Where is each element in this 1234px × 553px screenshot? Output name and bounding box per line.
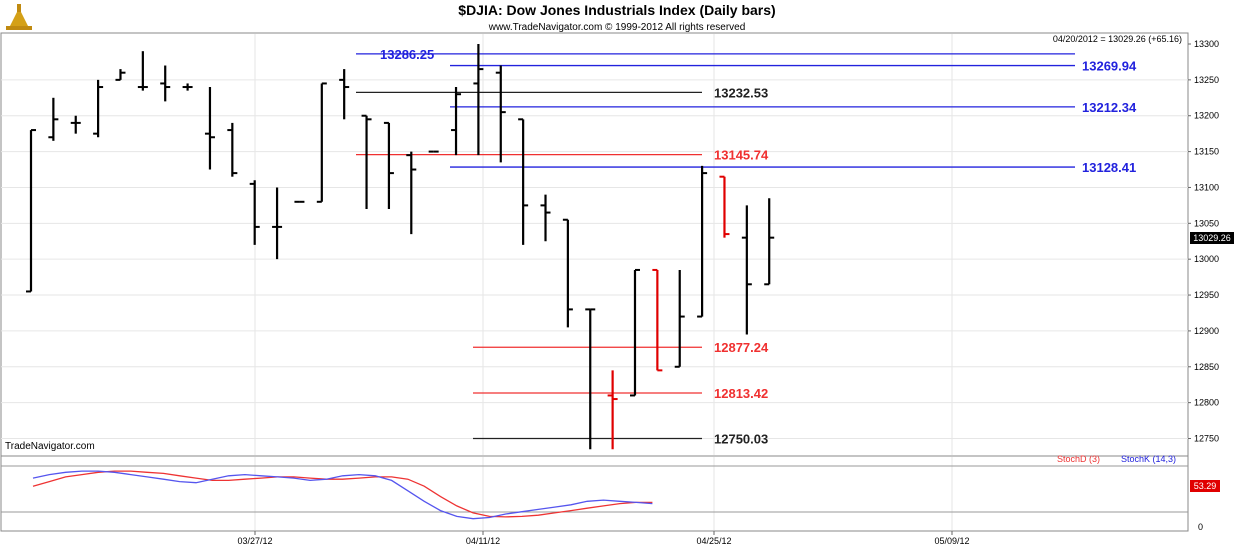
y-tick-label: 13250 bbox=[1194, 75, 1219, 85]
ohlc-bar bbox=[339, 69, 350, 120]
ohlc-bar bbox=[562, 218, 573, 328]
ohlc-bar bbox=[383, 121, 394, 209]
trade-navigator-logo bbox=[6, 4, 32, 30]
ohlc-bar bbox=[249, 180, 260, 245]
level-label-2: 13232.53 bbox=[714, 85, 768, 100]
watermark-text: TradeNavigator.com bbox=[5, 441, 95, 452]
ohlc-bar bbox=[719, 175, 730, 238]
ohlc-bar bbox=[48, 97, 59, 141]
x-tick-label: 03/27/12 bbox=[237, 536, 272, 546]
y-tick-label: 13150 bbox=[1194, 147, 1219, 157]
copyright-text: www.TradeNavigator.com © 1999-2012 All r… bbox=[488, 22, 746, 33]
ohlc-bar bbox=[406, 151, 417, 235]
ohlc-bar bbox=[115, 69, 126, 81]
y-tick-label: 13100 bbox=[1194, 182, 1219, 192]
level-label-6: 12877.24 bbox=[714, 340, 769, 355]
legend-stochk: StochK (14,3) bbox=[1121, 454, 1176, 464]
svg-text:13029.26: 13029.26 bbox=[1193, 233, 1231, 243]
y-tick-label: 13300 bbox=[1194, 39, 1219, 49]
y-tick-label: 13200 bbox=[1194, 111, 1219, 121]
ohlc-bar bbox=[182, 83, 193, 91]
ohlc-bar bbox=[585, 308, 596, 450]
ohlc-bar bbox=[26, 129, 36, 293]
y-tick-label: 12900 bbox=[1194, 326, 1219, 336]
level-label-7: 12813.42 bbox=[714, 386, 768, 401]
ohlc-bar bbox=[204, 87, 215, 170]
ohlc-bar bbox=[361, 114, 372, 209]
legend-stochd: StochD (3) bbox=[1057, 454, 1100, 464]
ohlc-bar bbox=[764, 198, 775, 286]
x-tick-label: 05/09/12 bbox=[934, 536, 969, 546]
svg-text:53.29: 53.29 bbox=[1194, 481, 1217, 491]
level-label-5: 13128.41 bbox=[1082, 160, 1136, 175]
ohlc-bar bbox=[697, 165, 708, 318]
y-tick-label: 12950 bbox=[1194, 290, 1219, 300]
ohlc-bar bbox=[629, 268, 640, 397]
ohlc-bar bbox=[540, 194, 551, 242]
chart-title: $DJIA: Dow Jones Industrials Index (Dail… bbox=[458, 2, 775, 18]
ohlc-bar bbox=[70, 115, 81, 134]
level-label-1: 13269.94 bbox=[1082, 59, 1137, 74]
ohlc-bar bbox=[227, 122, 238, 177]
y-tick-label: 12750 bbox=[1194, 434, 1219, 444]
stoch-y-tick-label: 0 bbox=[1198, 522, 1203, 532]
ohlc-bar bbox=[652, 268, 663, 372]
ohlc-bar bbox=[93, 79, 104, 138]
x-tick-label: 04/25/12 bbox=[696, 536, 731, 546]
stochastic-panel bbox=[0, 455, 1189, 532]
x-axis: 03/27/12 04/11/12 04/25/12 05/09/12 bbox=[237, 531, 970, 546]
last-price-info: 04/20/2012 = 13029.26 (+65.16) bbox=[1053, 34, 1182, 44]
current-price-tag: 13029.26 bbox=[1190, 232, 1234, 244]
x-tick-label: 04/11/12 bbox=[466, 536, 500, 546]
ohlc-bars bbox=[26, 44, 775, 450]
ohlc-bar bbox=[518, 118, 529, 245]
y-tick-label: 12850 bbox=[1194, 362, 1219, 372]
level-label-0: 13286.25 bbox=[380, 47, 434, 62]
ohlc-bar bbox=[607, 370, 618, 450]
level-label-3: 13212.34 bbox=[1082, 100, 1137, 115]
y-tick-label: 13050 bbox=[1194, 218, 1219, 228]
ohlc-bar bbox=[674, 269, 685, 368]
stochastic-lines bbox=[32, 470, 653, 520]
ohlc-bar bbox=[495, 65, 506, 163]
y-tick-label: 12800 bbox=[1194, 398, 1219, 408]
stochk-line bbox=[32, 470, 653, 520]
y-axis: 12750 12800 12850 12900 12950 13000 13050 13100… bbox=[1188, 39, 1219, 532]
level-label-4: 13145.74 bbox=[714, 148, 769, 163]
stochd-line bbox=[32, 470, 653, 518]
ohlc-bar bbox=[137, 51, 148, 91]
ohlc-bar bbox=[473, 44, 484, 156]
ohlc-bar bbox=[741, 205, 752, 335]
ohlc-bar bbox=[451, 87, 462, 156]
level-label-8: 12750.03 bbox=[714, 431, 768, 446]
ohlc-bar bbox=[160, 65, 171, 102]
ohlc-bar bbox=[316, 82, 327, 203]
ohlc-bar bbox=[272, 187, 283, 260]
y-tick-label: 13000 bbox=[1194, 254, 1219, 264]
stoch-value-tag: 53.29 bbox=[1190, 480, 1220, 492]
level-lines: 13286.25 13269.94 13232.53 13212.34 13145.74… bbox=[356, 47, 1137, 446]
